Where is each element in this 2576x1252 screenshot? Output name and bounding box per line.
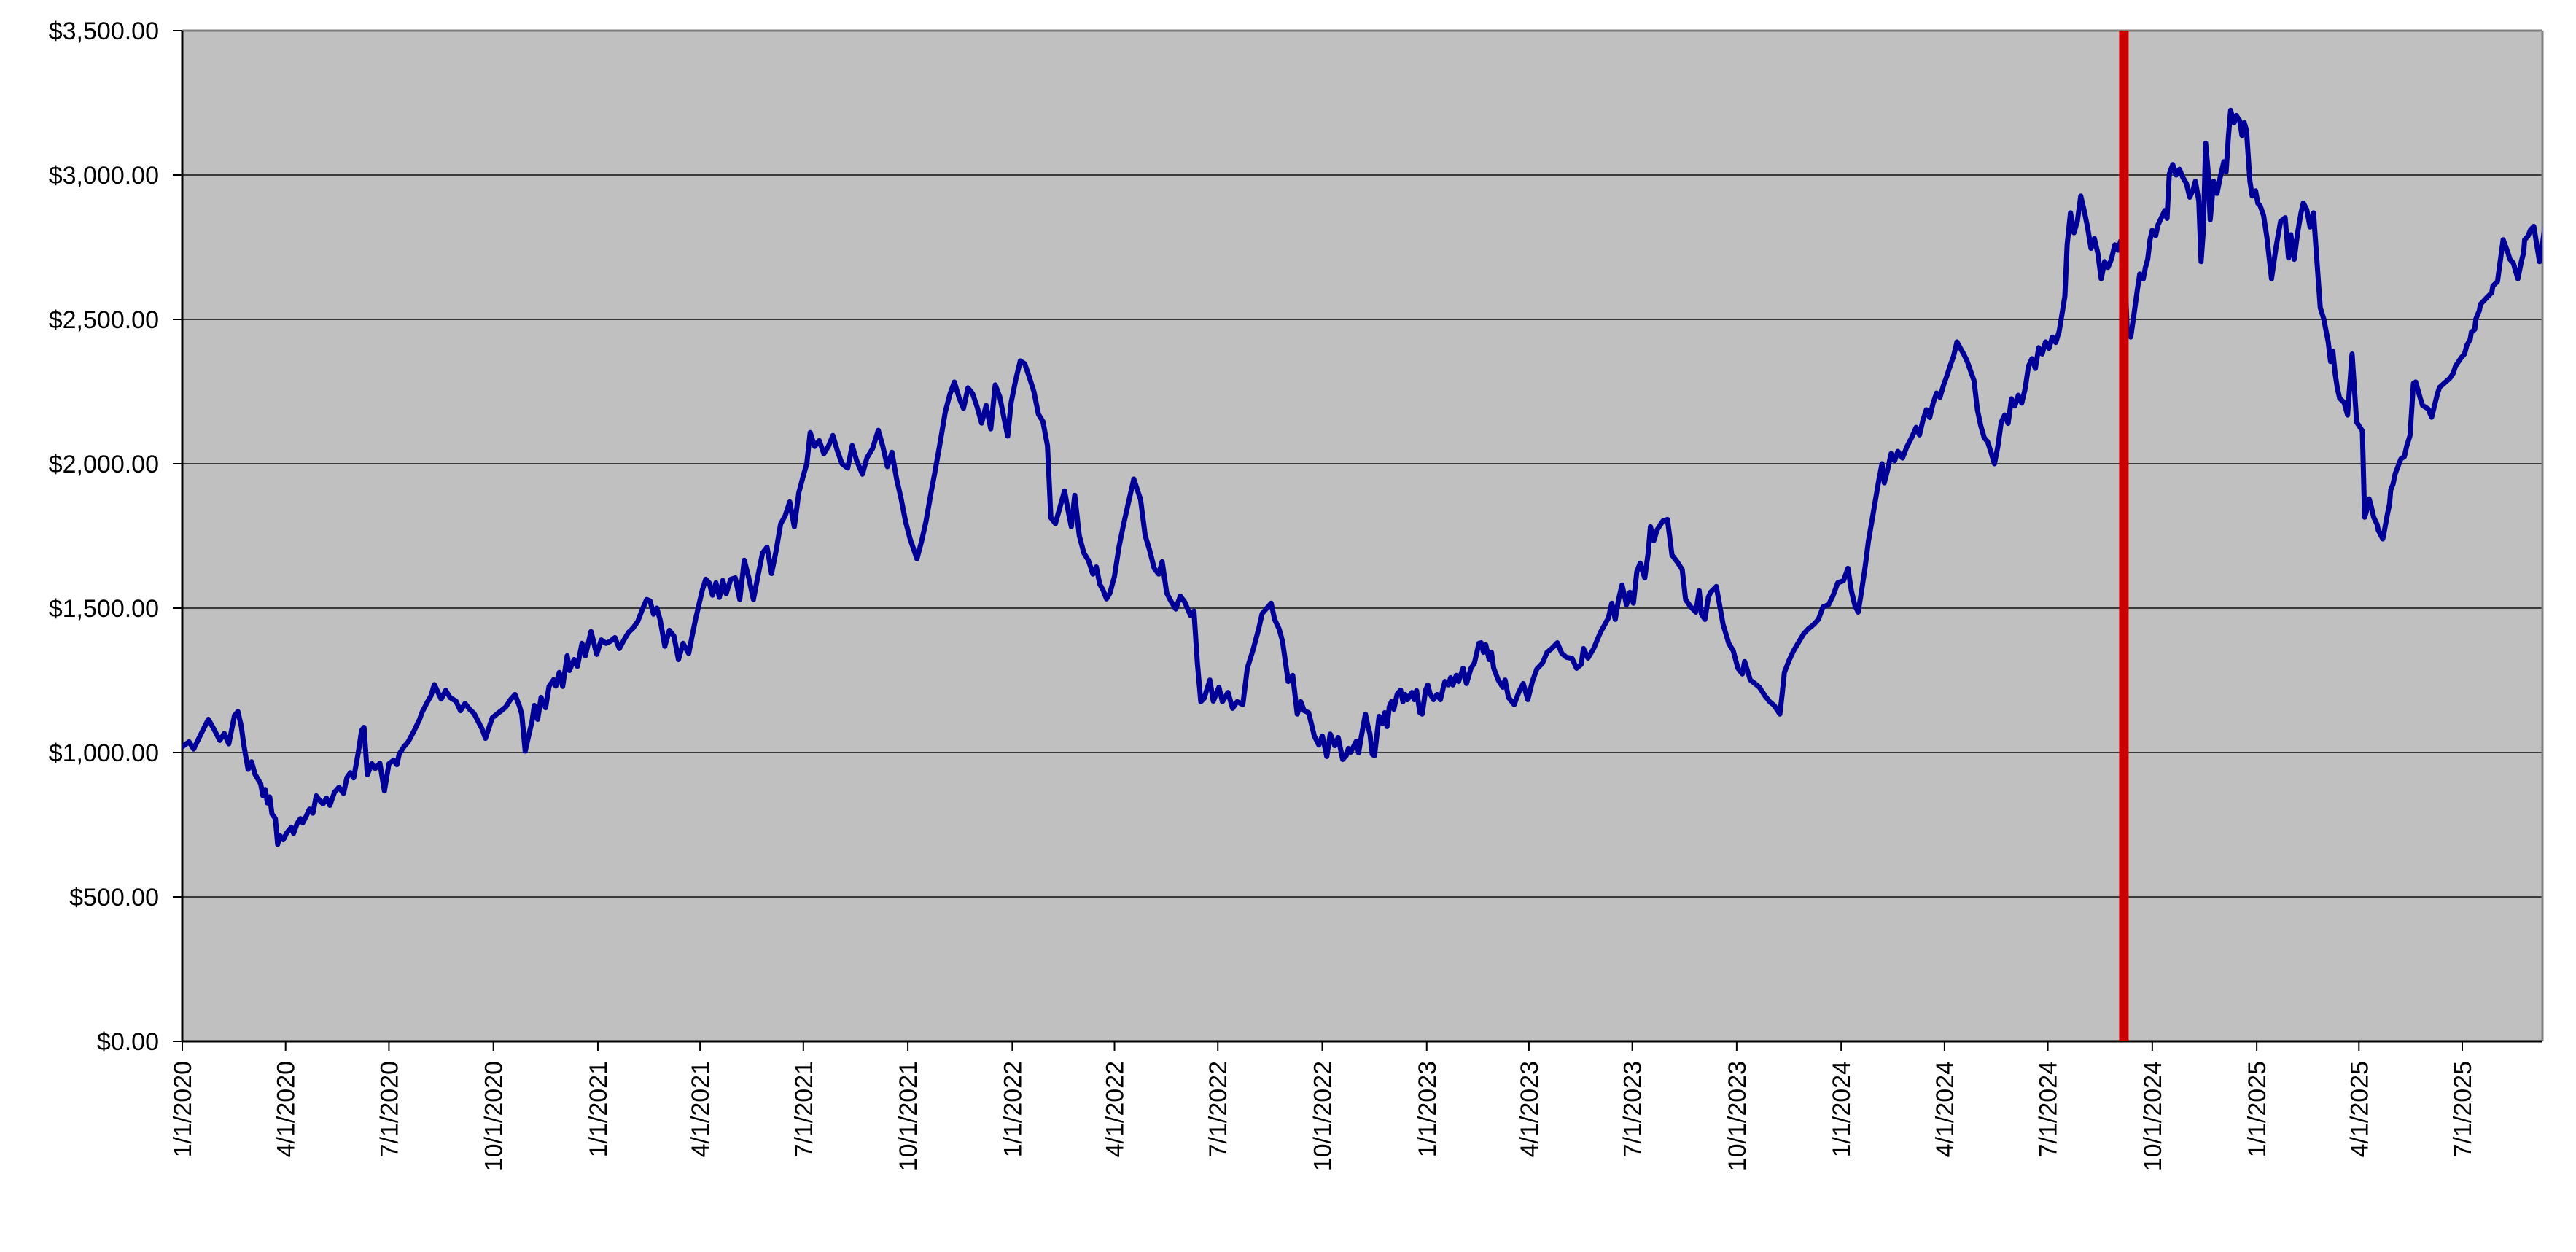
x-axis-tick-label: 1/1/2024 [1828,1061,1856,1157]
x-axis-tick-label: 10/1/2024 [2139,1061,2167,1171]
event-marker-red-line [2119,31,2129,1041]
x-axis-ticks [182,1041,2463,1051]
y-axis-tick-label: $2,000.00 [49,451,159,478]
x-axis-tick-label: 7/1/2023 [1619,1061,1647,1157]
x-axis-tick-label: 1/1/2025 [2244,1061,2271,1157]
plot-area [182,31,2542,1041]
x-axis-tick-label: 7/1/2024 [2035,1061,2063,1157]
x-axis-tick-label: 7/1/2021 [790,1061,818,1157]
red-event-line [2119,31,2129,1041]
y-axis-labels: $3,500.00 $3,000.00 $2,500.00 $2,000.00 $1,5… [49,18,159,1056]
x-axis-tick-label: 4/1/2025 [2346,1061,2373,1157]
y-axis-tick-label: $0.00 [97,1028,159,1056]
y-axis-tick-label: $3,500.00 [49,18,159,45]
x-axis-tick-label: 4/1/2023 [1516,1061,1544,1157]
y-axis-tick-label: $3,000.00 [49,162,159,190]
price-line [182,107,2542,847]
x-axis-tick-label: 10/1/2023 [1724,1061,1751,1171]
x-axis-tick-label: 4/1/2020 [273,1061,300,1157]
x-axis-tick-label: 4/1/2024 [1931,1061,1959,1157]
x-axis-tick-label: 1/1/2021 [585,1061,612,1157]
x-axis-tick-label: 1/1/2020 [169,1061,197,1157]
x-axis-tick-label: 1/1/2022 [999,1061,1027,1157]
y-axis-tick-label: $1,500.00 [49,595,159,623]
x-axis-labels: 1/1/2020 4/1/2020 7/1/2020 10/1/2020 1/1/202… [169,1061,2477,1171]
y-axis-tick-label: $500.00 [69,884,159,911]
x-axis-tick-label: 1/1/2023 [1414,1061,1441,1157]
x-axis-tick-label: 10/1/2022 [1310,1061,1337,1171]
y-axis-ticks [173,30,182,1042]
x-axis-tick-label: 7/1/2022 [1205,1061,1232,1157]
price-line-series [182,107,2542,847]
x-axis-tick-label: 4/1/2022 [1102,1061,1129,1157]
horizontal-gridlines [182,174,2542,898]
x-axis-tick-label: 10/1/2021 [895,1061,922,1171]
y-axis-tick-label: $2,500.00 [49,306,159,334]
x-axis-tick-label: 7/1/2025 [2449,1061,2477,1157]
x-axis-tick-label: 4/1/2021 [687,1061,715,1157]
plot-border [181,29,2544,1043]
x-axis-tick-label: 10/1/2020 [480,1061,508,1171]
x-axis-tick-label: 7/1/2020 [375,1061,403,1157]
y-axis-tick-label: $1,000.00 [49,739,159,767]
